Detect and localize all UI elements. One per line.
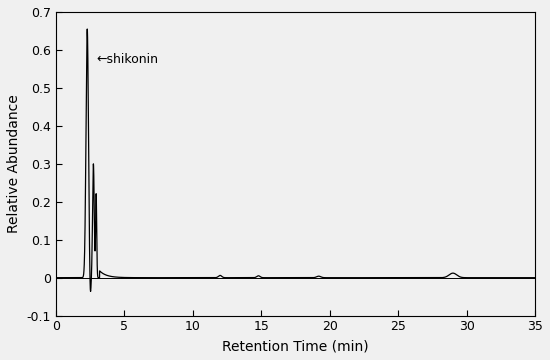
- X-axis label: Retention Time (min): Retention Time (min): [222, 339, 368, 353]
- Text: ←shikonin: ←shikonin: [97, 53, 159, 66]
- Y-axis label: Relative Abundance: Relative Abundance: [7, 94, 21, 233]
